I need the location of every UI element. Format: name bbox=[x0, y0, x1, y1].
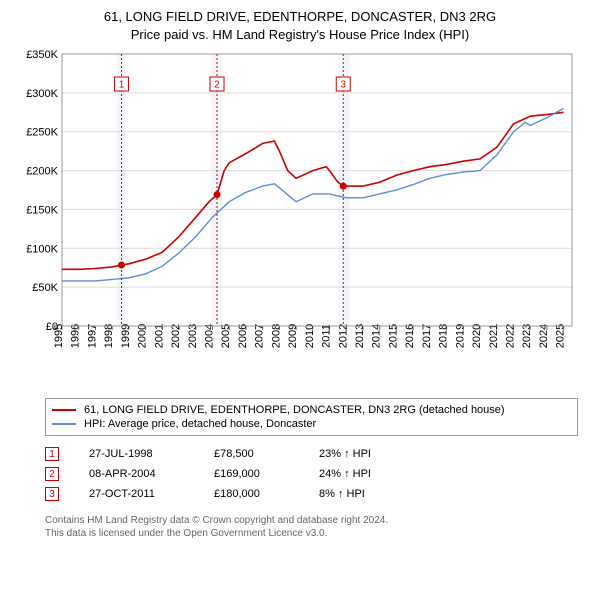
svg-text:2005: 2005 bbox=[220, 324, 232, 348]
chart-area: £0£50K£100K£150K£200K£250K£300K£350K1995… bbox=[20, 48, 580, 388]
svg-text:2006: 2006 bbox=[237, 324, 249, 348]
svg-text:£200K: £200K bbox=[26, 166, 58, 178]
svg-text:1999: 1999 bbox=[120, 324, 132, 348]
svg-text:2004: 2004 bbox=[203, 324, 215, 348]
legend: 61, LONG FIELD DRIVE, EDENTHORPE, DONCAS… bbox=[45, 398, 578, 436]
svg-text:2009: 2009 bbox=[287, 324, 299, 348]
line-chart-svg: £0£50K£100K£150K£200K£250K£300K£350K1995… bbox=[20, 48, 580, 388]
footnote-line2: This data is licensed under the Open Gov… bbox=[45, 527, 578, 540]
sale-price: £180,000 bbox=[214, 488, 289, 500]
sale-diff: 23% ↑ HPI bbox=[319, 448, 371, 460]
svg-text:2024: 2024 bbox=[538, 324, 550, 348]
svg-text:£150K: £150K bbox=[26, 205, 58, 217]
svg-text:£350K: £350K bbox=[26, 49, 58, 61]
sales-table: 1 27-JUL-1998 £78,500 23% ↑ HPI 2 08-APR-2004… bbox=[45, 444, 578, 504]
sale-marker: 2 bbox=[45, 467, 59, 481]
svg-text:£100K: £100K bbox=[26, 244, 58, 256]
svg-text:2007: 2007 bbox=[254, 324, 266, 348]
svg-text:1995: 1995 bbox=[53, 324, 65, 348]
svg-text:2019: 2019 bbox=[454, 324, 466, 348]
svg-text:2018: 2018 bbox=[438, 324, 450, 348]
svg-text:2013: 2013 bbox=[354, 324, 366, 348]
svg-text:1996: 1996 bbox=[70, 324, 82, 348]
svg-text:2012: 2012 bbox=[337, 324, 349, 348]
sale-diff: 24% ↑ HPI bbox=[319, 468, 371, 480]
svg-text:2020: 2020 bbox=[471, 324, 483, 348]
svg-text:2008: 2008 bbox=[270, 324, 282, 348]
svg-text:2022: 2022 bbox=[504, 324, 516, 348]
legend-item: HPI: Average price, detached house, Donc… bbox=[52, 417, 571, 431]
svg-text:£250K: £250K bbox=[26, 127, 58, 139]
title-line1: 61, LONG FIELD DRIVE, EDENTHORPE, DONCAS… bbox=[10, 8, 590, 26]
sale-diff: 8% ↑ HPI bbox=[319, 488, 365, 500]
svg-text:2016: 2016 bbox=[404, 324, 416, 348]
sale-date: 08-APR-2004 bbox=[89, 468, 184, 480]
svg-text:1998: 1998 bbox=[103, 324, 115, 348]
legend-item: 61, LONG FIELD DRIVE, EDENTHORPE, DONCAS… bbox=[52, 403, 571, 417]
svg-text:2002: 2002 bbox=[170, 324, 182, 348]
sale-marker: 3 bbox=[45, 487, 59, 501]
legend-label: 61, LONG FIELD DRIVE, EDENTHORPE, DONCAS… bbox=[84, 404, 505, 416]
svg-text:3: 3 bbox=[340, 80, 346, 91]
legend-label: HPI: Average price, detached house, Donc… bbox=[84, 418, 316, 430]
sale-row: 1 27-JUL-1998 £78,500 23% ↑ HPI bbox=[45, 444, 578, 464]
sale-price: £169,000 bbox=[214, 468, 289, 480]
legend-swatch bbox=[52, 423, 76, 425]
svg-text:2001: 2001 bbox=[153, 324, 165, 348]
svg-text:1997: 1997 bbox=[86, 324, 98, 348]
sale-price: £78,500 bbox=[214, 448, 289, 460]
svg-text:2015: 2015 bbox=[387, 324, 399, 348]
sale-row: 2 08-APR-2004 £169,000 24% ↑ HPI bbox=[45, 464, 578, 484]
chart-titles: 61, LONG FIELD DRIVE, EDENTHORPE, DONCAS… bbox=[10, 8, 590, 44]
svg-text:2011: 2011 bbox=[321, 325, 333, 349]
footnote-line1: Contains HM Land Registry data © Crown c… bbox=[45, 514, 578, 527]
svg-text:£50K: £50K bbox=[32, 283, 58, 295]
sale-date: 27-OCT-2011 bbox=[89, 488, 184, 500]
svg-text:1: 1 bbox=[119, 80, 125, 91]
sale-marker: 1 bbox=[45, 447, 59, 461]
svg-text:2014: 2014 bbox=[371, 324, 383, 348]
svg-text:£300K: £300K bbox=[26, 88, 58, 100]
sale-row: 3 27-OCT-2011 £180,000 8% ↑ HPI bbox=[45, 484, 578, 504]
svg-text:2017: 2017 bbox=[421, 324, 433, 348]
sale-date: 27-JUL-1998 bbox=[89, 448, 184, 460]
svg-text:2000: 2000 bbox=[137, 324, 149, 348]
footnote: Contains HM Land Registry data © Crown c… bbox=[45, 514, 578, 540]
svg-text:2: 2 bbox=[214, 80, 220, 91]
legend-swatch bbox=[52, 409, 76, 411]
svg-text:2021: 2021 bbox=[488, 324, 500, 348]
svg-text:2025: 2025 bbox=[555, 324, 567, 348]
svg-text:2010: 2010 bbox=[304, 324, 316, 348]
svg-text:2003: 2003 bbox=[187, 324, 199, 348]
title-line2: Price paid vs. HM Land Registry's House … bbox=[10, 26, 590, 44]
svg-text:2023: 2023 bbox=[521, 324, 533, 348]
